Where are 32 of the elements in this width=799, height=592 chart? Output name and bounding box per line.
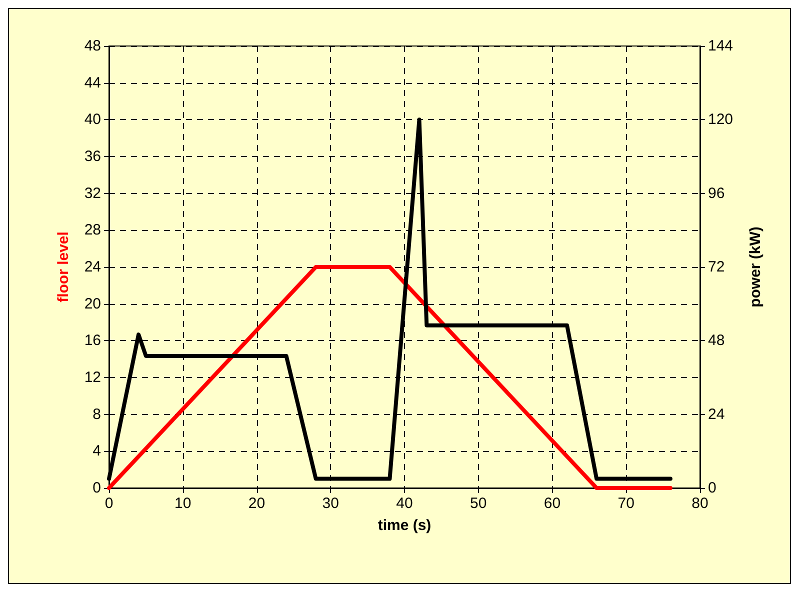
x-tick-label: 80	[692, 495, 708, 512]
x-tick-label: 50	[470, 495, 487, 512]
y-tick-label: 12	[84, 369, 101, 386]
y-tick-label: 20	[84, 295, 101, 312]
y-tick-label: 24	[84, 258, 101, 276]
y2-tick-label: 0	[708, 480, 716, 496]
x-axis-title: time (s)	[378, 517, 432, 534]
y2-tick-label: 96	[708, 184, 725, 202]
y-tick-label: 0	[92, 480, 101, 496]
y-tick-label: 28	[84, 222, 101, 239]
x-tick-label: 70	[618, 495, 634, 512]
y-tick-label: 44	[84, 74, 101, 92]
y-tick-label: 8	[92, 406, 101, 423]
x-tick-label: 30	[322, 495, 339, 512]
y2-tick-label: 144	[708, 38, 734, 54]
y-tick-label: 48	[84, 38, 101, 54]
x-tick-label: 20	[248, 495, 266, 512]
x-tick-label: 60	[544, 495, 561, 512]
x-tick-label: 0	[104, 495, 114, 512]
y2-tick-label: 120	[708, 111, 734, 128]
y-tick-label: 32	[84, 184, 101, 202]
x-tick-label: 40	[396, 495, 413, 512]
y2-tick-label: 48	[708, 332, 725, 350]
y2-tick-label: 72	[708, 258, 725, 276]
y-axis-title: floor level	[55, 232, 72, 302]
y-tick-label: 16	[84, 332, 101, 350]
y-tick-label: 36	[84, 148, 101, 165]
x-tick-label: 10	[174, 495, 192, 512]
y2-tick-label: 24	[708, 406, 725, 423]
y2-axis-title: power (kW)	[747, 226, 764, 308]
y-tick-label: 40	[84, 111, 101, 128]
y-tick-label: 4	[92, 442, 101, 460]
